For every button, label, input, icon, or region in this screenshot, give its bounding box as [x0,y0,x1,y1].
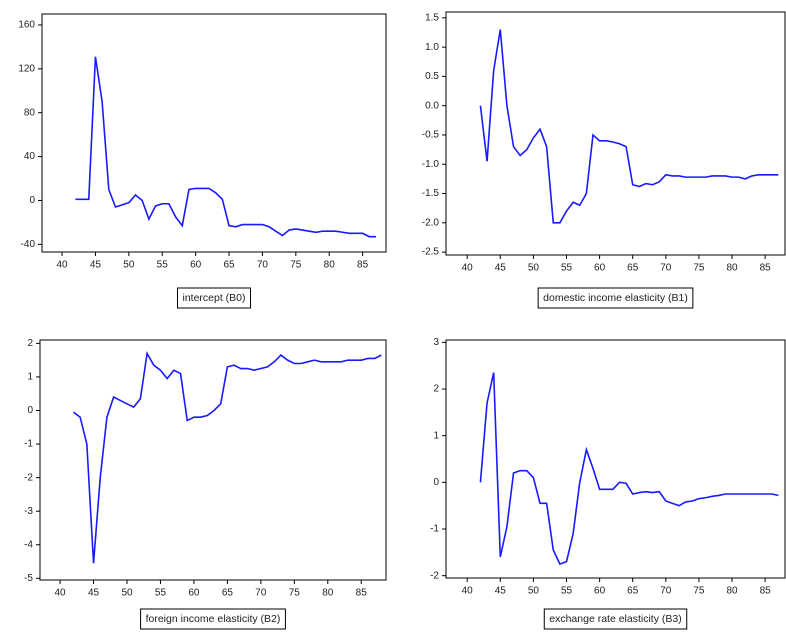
y-tick-label: 160 [18,20,35,31]
x-tick-label: 65 [222,588,234,599]
x-tick-label: 45 [495,586,507,597]
x-tick-label: 50 [123,260,135,271]
y-tick-label: 120 [18,63,35,74]
x-tick-label: 70 [660,586,672,597]
y-tick-label: -2.0 [422,217,440,228]
x-tick-label: 80 [322,588,334,599]
data-line [480,373,778,564]
legend-label: domestic income elasticity (B1) [543,292,688,304]
legend-label: foreign income elasticity (B2) [146,613,281,625]
x-tick-label: 85 [760,586,772,597]
y-tick-label: -4 [24,539,33,550]
y-tick-label: 1.0 [425,42,439,53]
x-tick-label: 60 [594,263,606,274]
x-tick-label: 75 [693,586,705,597]
y-tick-label: 40 [24,151,36,162]
y-tick-label: 0 [433,477,439,488]
y-tick-label: 0.0 [425,100,439,111]
y-tick-label: 0 [27,405,33,416]
data-line [480,30,778,223]
x-tick-label: 75 [289,588,301,599]
x-tick-label: 65 [223,260,235,271]
x-tick-label: 70 [257,260,269,271]
y-tick-label: 0 [29,195,35,206]
y-tick-label: 2 [433,384,439,395]
x-tick-label: 55 [561,263,573,274]
x-tick-label: 60 [190,260,202,271]
x-tick-label: 60 [594,586,606,597]
x-tick-label: 65 [627,263,639,274]
x-tick-label: 40 [56,260,68,271]
y-tick-label: -1.0 [422,159,440,170]
x-tick-label: 80 [726,263,738,274]
y-tick-label: 3 [433,337,439,348]
x-tick-label: 75 [693,263,705,274]
plot-frame [42,14,386,252]
y-tick-label: 1.5 [425,12,439,23]
x-tick-label: 40 [462,263,474,274]
x-tick-label: 55 [157,260,169,271]
y-tick-label: -1.5 [422,188,440,199]
x-tick-label: 75 [290,260,302,271]
x-tick-label: 50 [528,263,540,274]
y-tick-label: 1 [433,430,439,441]
x-tick-label: 45 [495,263,507,274]
x-tick-label: 40 [462,586,474,597]
data-line [75,57,376,237]
y-tick-label: 2 [27,338,33,349]
y-tick-label: -1 [24,439,33,450]
y-tick-label: -2 [24,472,33,483]
y-tick-label: 1 [27,372,33,383]
x-tick-label: 80 [726,586,738,597]
y-tick-label: -2 [430,570,439,581]
x-tick-label: 40 [55,588,67,599]
y-tick-label: -3 [24,506,33,517]
data-line [73,353,381,563]
x-tick-label: 60 [188,588,200,599]
y-tick-label: -5 [24,573,33,584]
x-tick-label: 45 [88,588,100,599]
x-tick-label: 50 [121,588,133,599]
x-tick-label: 45 [90,260,102,271]
y-tick-label: 0.5 [425,71,439,82]
x-tick-label: 85 [357,260,369,271]
y-tick-label: -0.5 [422,130,440,141]
x-tick-label: 70 [255,588,267,599]
x-tick-label: 70 [660,263,672,274]
x-tick-label: 85 [760,263,772,274]
y-tick-label: -1 [430,524,439,535]
x-tick-label: 65 [627,586,639,597]
x-tick-label: 55 [561,586,573,597]
x-tick-label: 80 [324,260,336,271]
x-tick-label: 50 [528,586,540,597]
x-tick-label: 55 [155,588,167,599]
y-tick-label: -40 [21,239,36,250]
y-tick-label: -2.5 [422,247,440,258]
x-tick-label: 85 [356,588,368,599]
y-tick-label: 80 [24,107,36,118]
chart: -400408012016040455055606570758085interc… [0,0,786,632]
legend-label: exchange rate elasticity (B3) [549,613,681,625]
legend-label: intercept (B0) [182,292,245,304]
